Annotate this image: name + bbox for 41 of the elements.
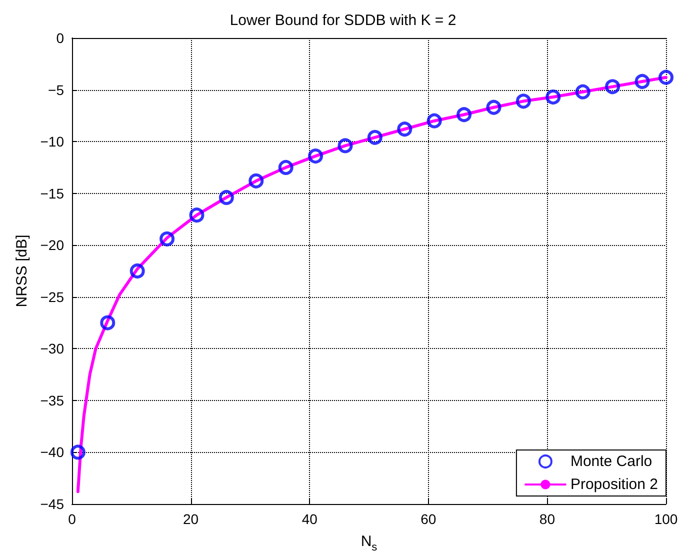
point	[426, 113, 442, 128]
point	[70, 444, 86, 460]
point	[634, 74, 650, 89]
point	[278, 160, 294, 175]
x-tick-label: 60	[420, 511, 436, 527]
point	[100, 315, 116, 330]
point	[248, 173, 264, 188]
point	[575, 84, 590, 100]
y-axis-title: NRSS [dB]	[13, 234, 30, 308]
y-tick-label: −45	[40, 496, 64, 512]
x-tick-label: 0	[68, 511, 76, 527]
y-tick-label: −15	[40, 185, 64, 202]
point	[338, 138, 353, 154]
point	[486, 100, 502, 115]
point	[516, 94, 531, 109]
chart-title: Lower Bound for SDDB with K = 2	[230, 12, 456, 29]
legend-label: Proposition 2	[570, 476, 658, 493]
y-tick-label: −40	[40, 444, 64, 460]
y-tick-label: −25	[40, 288, 64, 305]
point	[160, 231, 175, 246]
x-tick-label: 100	[654, 511, 678, 527]
y-tick-label: −30	[40, 340, 64, 357]
y-tick-label: 0	[56, 30, 64, 46]
point	[397, 122, 412, 137]
legend-label: Monte Carlo	[570, 453, 652, 470]
point	[130, 264, 145, 278]
point	[189, 208, 204, 223]
point	[658, 70, 674, 85]
y-tick-label: −35	[40, 392, 64, 408]
x-tick-label: 80	[539, 511, 556, 527]
point	[456, 107, 472, 122]
y-tick-label: −10	[40, 134, 64, 150]
y-tick-label: −5	[48, 82, 64, 98]
point	[367, 130, 382, 145]
point	[605, 79, 620, 94]
x-tick-label: 20	[183, 511, 199, 527]
y-tick-label: −20	[40, 237, 64, 254]
point	[218, 190, 234, 205]
x-tick-label: 40	[302, 511, 318, 527]
point	[546, 90, 561, 105]
point	[308, 148, 324, 164]
